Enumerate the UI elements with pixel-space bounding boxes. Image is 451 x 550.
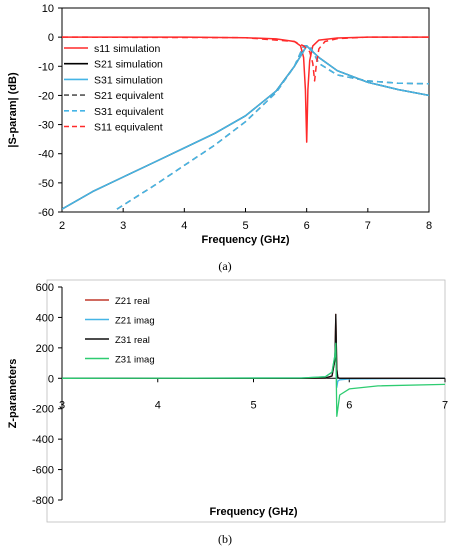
y-tick-label: 600 <box>36 282 54 294</box>
x-tick-label: 8 <box>426 220 432 232</box>
y-tick-label: -50 <box>38 178 54 190</box>
panel-caption: (b) <box>218 532 232 546</box>
series-line <box>116 45 429 210</box>
x-tick-label: 7 <box>442 399 448 411</box>
y-tick-label: -200 <box>32 404 54 416</box>
y-tick-label: 200 <box>36 343 54 355</box>
legend-label: S11 equivalent <box>94 122 163 134</box>
y-tick-label: 400 <box>36 312 54 324</box>
figure-border <box>46 279 446 523</box>
y-tick-label: -40 <box>38 149 54 161</box>
x-axis-label: Frequency (GHz) <box>201 234 289 246</box>
legend-label: S31 simulation <box>94 74 163 86</box>
x-tick-label: 3 <box>59 399 65 411</box>
series-line <box>116 45 429 210</box>
y-tick-label: 0 <box>48 32 54 44</box>
y-tick-label: -20 <box>38 90 54 102</box>
panel-caption: (a) <box>218 259 231 273</box>
y-tick-label: -800 <box>32 495 54 507</box>
x-tick-label: 6 <box>304 220 310 232</box>
y-axis-label: Z-parameters <box>7 359 19 429</box>
y-tick-label: -60 <box>38 207 54 219</box>
y-tick-label: 0 <box>48 373 54 385</box>
y-tick-label: 10 <box>42 3 54 15</box>
series-line <box>62 313 445 379</box>
series-line <box>62 342 445 417</box>
legend-label: Z21 real <box>115 296 150 307</box>
legend-label: S31 equivalent <box>94 106 164 118</box>
legend-label: S21 equivalent <box>94 90 164 102</box>
legend-label: s11 simulation <box>94 43 160 55</box>
y-axis-label: |S-param| (dB) <box>7 72 19 148</box>
x-tick-label: 5 <box>250 399 256 411</box>
legend-label: Z31 real <box>115 335 150 346</box>
y-tick-label: -30 <box>38 120 54 132</box>
legend-label: Z31 imag <box>115 355 155 366</box>
x-tick-label: 3 <box>120 220 126 232</box>
x-axis-label: Frequency (GHz) <box>209 506 297 518</box>
y-tick-label: -10 <box>38 61 54 73</box>
x-tick-label: 4 <box>155 399 161 411</box>
legend-label: Z21 imag <box>115 316 155 327</box>
x-tick-label: 7 <box>365 220 371 232</box>
x-tick-label: 4 <box>181 220 187 232</box>
y-tick-label: -400 <box>32 434 54 446</box>
x-tick-label: 2 <box>59 220 65 232</box>
legend-label: S21 simulation <box>94 59 163 71</box>
x-tick-label: 5 <box>242 220 248 232</box>
x-tick-label: 6 <box>346 399 352 411</box>
series-line <box>62 36 429 82</box>
y-tick-label: -600 <box>32 465 54 477</box>
